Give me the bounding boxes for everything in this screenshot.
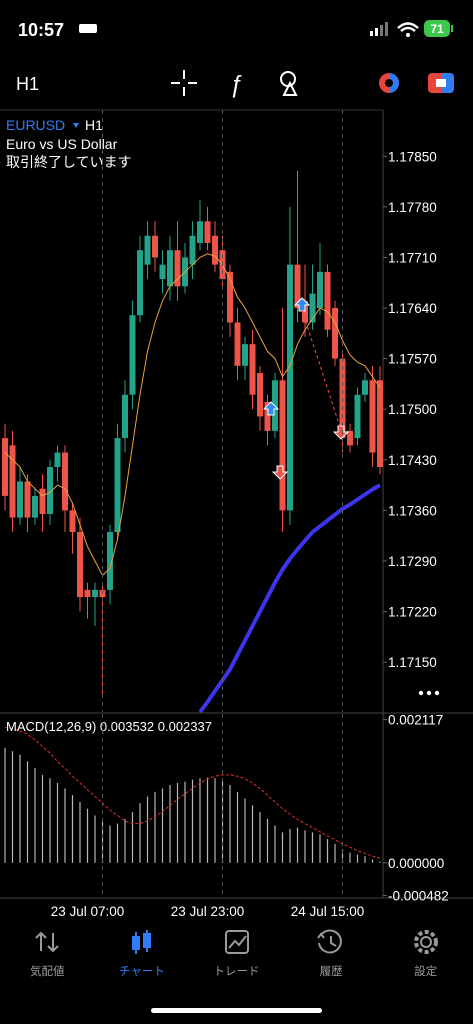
candle-body <box>197 221 203 243</box>
candle-body <box>317 271 323 309</box>
candle-body <box>369 380 376 453</box>
x-tick-label: 23 Jul 07:00 <box>51 904 125 919</box>
y-tick-label: -0.000482 <box>388 888 449 903</box>
candle-body <box>174 250 181 287</box>
candle-body <box>129 315 136 395</box>
crosshair-button[interactable] <box>171 70 197 96</box>
y-tick-label: 1.17430 <box>388 453 437 468</box>
candle-body <box>69 510 76 533</box>
candle-body <box>54 452 61 468</box>
candle-body <box>242 344 248 366</box>
status-icons <box>79 20 453 37</box>
candle-body <box>77 532 83 598</box>
candle-body <box>167 250 173 287</box>
macd-title: MACD(12,26,9) 0.003532 0.002337 <box>6 719 212 734</box>
candle-body <box>234 322 241 366</box>
candle-body <box>92 589 98 598</box>
candle-body <box>107 532 113 590</box>
candle-body <box>17 481 23 518</box>
y-tick-label: 0.002117 <box>388 713 443 728</box>
candle-body <box>189 235 196 265</box>
candle-body <box>32 495 38 518</box>
candle-body <box>257 373 263 417</box>
home-indicator <box>151 1008 322 1013</box>
candle-body <box>204 221 211 243</box>
objects-button[interactable] <box>280 71 298 96</box>
candle-body <box>227 271 233 323</box>
y-tick-label: 1.17640 <box>388 301 437 316</box>
candle-body <box>294 264 301 309</box>
battery-level: 71 <box>430 22 444 36</box>
candle-body <box>354 394 361 439</box>
y-tick-label: 1.17850 <box>388 149 437 164</box>
candle-body <box>114 438 121 533</box>
symbol-description: Euro vs US Dollar <box>6 136 118 152</box>
nav-icons <box>35 929 438 954</box>
candle-body <box>287 264 293 511</box>
candle-body <box>84 589 91 598</box>
nav-item[interactable]: 気配値 <box>30 964 65 978</box>
moving-average <box>4 253 381 577</box>
candle-body <box>122 394 128 439</box>
y-tick-label: 0.000000 <box>388 856 444 871</box>
y-tick-label: 1.17710 <box>388 250 437 265</box>
nav-item[interactable]: 履歴 <box>320 965 343 978</box>
candle-body <box>2 438 8 496</box>
chart-timeframe: H1 <box>85 117 103 133</box>
candle-body <box>24 481 31 518</box>
price-plot <box>2 170 383 713</box>
nav-item[interactable]: 設定 <box>414 964 437 978</box>
x-tick-label: 24 Jul 15:00 <box>291 904 365 919</box>
candle-body <box>249 344 256 395</box>
candle-body <box>47 467 53 514</box>
candle-body <box>264 401 271 431</box>
candle-body <box>302 300 308 323</box>
y-tick-label: 1.17570 <box>388 352 437 367</box>
timeframe-button[interactable]: H1 <box>16 74 39 94</box>
candle-body <box>62 452 68 511</box>
account-button[interactable] <box>379 73 399 93</box>
candle-body <box>362 380 368 395</box>
nav-item[interactable]: トレード <box>214 966 260 978</box>
candle-body <box>324 271 331 330</box>
signal-line <box>4 727 381 859</box>
bottom-nav: 気配値 チャート トレード 履歴 設定 <box>30 964 438 978</box>
y-tick-label: 1.17290 <box>388 554 437 569</box>
macd-plot <box>4 727 381 863</box>
y-tick-label: 1.17150 <box>388 655 437 670</box>
y-tick-label: 1.17780 <box>388 200 437 215</box>
candle-body <box>159 264 166 280</box>
y-tick-label: 1.17360 <box>388 503 437 518</box>
candle-body <box>377 380 383 468</box>
indicators-button[interactable]: ƒ <box>229 71 242 98</box>
nav-item[interactable]: チャート <box>119 965 165 978</box>
y-tick-label: 1.17220 <box>388 605 437 620</box>
candle-body <box>144 235 151 265</box>
candle-body <box>152 235 158 258</box>
y-tick-label: 1.17500 <box>388 402 437 417</box>
candle-body <box>9 445 16 518</box>
candle-body <box>212 235 218 265</box>
moving-average <box>198 483 381 713</box>
candle-body <box>279 380 286 511</box>
candle-body <box>309 293 316 323</box>
more-button[interactable] <box>418 690 440 696</box>
candle-body <box>137 250 143 316</box>
trade-markers <box>262 297 350 480</box>
symbol-dropdown[interactable] <box>73 123 79 128</box>
symbol[interactable]: EURUSD <box>6 117 65 133</box>
candle-body <box>347 430 353 446</box>
trade-button[interactable] <box>428 73 454 93</box>
x-tick-label: 23 Jul 23:00 <box>171 904 245 919</box>
candle-body <box>39 488 46 514</box>
candle-body <box>332 308 338 359</box>
market-status: 取引終了しています <box>6 154 132 170</box>
status-time: 10:57 <box>18 20 64 40</box>
